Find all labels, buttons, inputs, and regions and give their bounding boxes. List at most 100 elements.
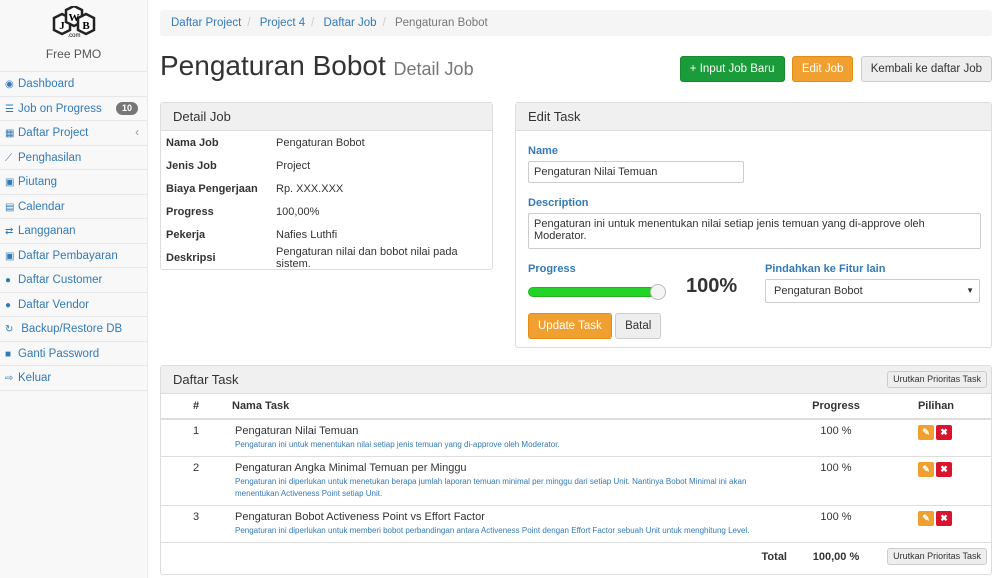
table-row: 1 Pengaturan Nilai Temuan Pengaturan ini u…	[161, 418, 991, 457]
svg-text:W: W	[68, 12, 79, 24]
svg-text:.com: .com	[67, 33, 80, 39]
name-input[interactable]: Pengaturan Nilai Temuan	[528, 161, 744, 183]
detail-row: Biaya Pengerjaan Rp. XXX.XXX	[161, 177, 492, 200]
sidebar-item-label: Backup/Restore DB	[18, 323, 123, 335]
panel-title-text: Daftar Task	[173, 372, 239, 387]
page-subtitle: Detail Job	[393, 59, 474, 79]
count-badge: 10	[115, 101, 138, 115]
sidebar-item-keluar[interactable]: ⇨ Keluar	[0, 366, 147, 391]
logo[interactable]: J W B .com Free PMO	[0, 0, 147, 72]
description-textarea[interactable]: Pengaturan ini untuk menentukan nilai se…	[528, 213, 981, 249]
sidebar-item-dashboard[interactable]: ◉ Dashboard	[0, 72, 147, 97]
money-icon: ▣	[5, 177, 15, 188]
progress-slider[interactable]	[528, 284, 666, 300]
progress-label: Progress	[528, 263, 576, 275]
sidebar-item-daftar-project[interactable]: ▦ Daftar Project ‹	[0, 121, 147, 146]
col-name: Nama Task	[231, 394, 791, 420]
detail-value: Project	[276, 159, 311, 172]
brand-name: Free PMO	[45, 47, 102, 61]
detail-row: Deskripsi Pengaturan nilai dan bobot nila…	[161, 246, 492, 270]
detail-value: 100,00%	[276, 205, 320, 218]
breadcrumb: Daftar Project / Project 4/ Daftar Job / P…	[160, 10, 992, 36]
breadcrumb-daftar-job[interactable]: Daftar Job	[323, 17, 377, 29]
detail-value: Nafies Luthfi	[276, 228, 338, 241]
detail-value: Rp. XXX.XXX	[276, 182, 344, 195]
sidebar-item-label: Penghasilan	[18, 151, 82, 164]
breadcrumb-daftar-project[interactable]: Daftar Project	[171, 17, 242, 29]
delete-icon[interactable]: ✖	[936, 425, 952, 440]
edit-icon[interactable]: ✎	[918, 511, 934, 526]
breadcrumb-project[interactable]: Project 4	[259, 17, 306, 29]
sidebar-item-label: Langganan	[18, 225, 76, 237]
panel-title: Daftar Task Urutkan Prioritas Task	[161, 366, 991, 394]
sidebar-item-label: Ganti Password	[18, 347, 100, 360]
sidebar-item-calendar[interactable]: ▤ Calendar	[0, 195, 147, 219]
detail-key: Biaya Pengerjaan	[166, 182, 258, 195]
sort-priority-button[interactable]: Urutkan Prioritas Task	[887, 371, 987, 388]
total-row: Total 100,00 % Urutkan Prioritas Task	[161, 542, 991, 570]
sidebar-item-label: Keluar	[18, 372, 52, 384]
money-icon: ▣	[5, 250, 15, 262]
jwb-logo-icon: J W B .com	[52, 4, 95, 39]
task-name: Pengaturan Bobot Activeness Point vs Eff…	[235, 511, 485, 523]
sidebar-item-ganti-password[interactable]: ■ Ganti Password	[0, 342, 147, 366]
sidebar-item-job-on-progress[interactable]: ☰ Job on Progress 10	[0, 97, 147, 121]
detail-row: Nama Job Pengaturan Bobot	[161, 131, 492, 154]
detail-value: Pengaturan Bobot	[276, 136, 365, 149]
panel-title: Detail Job	[161, 103, 492, 131]
detail-value: Pengaturan nilai dan bobot nilai pada si…	[276, 246, 458, 270]
task-description: Pengaturan ini diperlukan untuk memberi …	[235, 526, 750, 535]
page-title-text: Pengaturan Bobot	[160, 50, 386, 81]
detail-row: Progress 100,00%	[161, 200, 492, 223]
detail-row: Jenis Job Project	[161, 154, 492, 177]
delete-icon[interactable]: ✖	[936, 511, 952, 526]
svg-text:J: J	[59, 20, 65, 32]
update-task-button[interactable]: Update Task	[528, 313, 612, 339]
table-icon: ▦	[5, 128, 15, 139]
detail-row: Pekerja Nafies Luthfi	[161, 223, 492, 246]
sidebar-item-label: Calendar	[18, 200, 65, 213]
sidebar-item-langganan[interactable]: ⇄ Langganan	[0, 219, 147, 244]
delete-icon[interactable]: ✖	[936, 462, 952, 477]
lock-icon: ■	[5, 348, 12, 360]
col-no: #	[161, 394, 231, 420]
task-progress: 100 %	[791, 418, 881, 457]
cancel-button[interactable]: Batal	[615, 313, 662, 339]
sidebar-item-label: Daftar Customer	[18, 274, 103, 286]
detail-key: Pekerja	[166, 228, 206, 241]
input-job-button[interactable]: + Input Job Baru	[679, 56, 785, 82]
line-chart-icon: ⟋	[5, 152, 12, 164]
sidebar-item-daftar-customer[interactable]: ● Daftar Customer	[0, 268, 147, 293]
sidebar-item-daftar-vendor[interactable]: ● Daftar Vendor	[0, 293, 147, 317]
detail-key: Deskripsi	[166, 252, 216, 264]
sidebar-item-daftar-pembayaran[interactable]: ▣ Daftar Pembayaran	[0, 244, 147, 268]
edit-job-button[interactable]: Edit Job	[791, 56, 854, 82]
table-row: 3 Pengaturan Bobot Activeness Point vs Ef…	[161, 505, 991, 543]
refresh-icon: ↻	[5, 324, 14, 335]
sidebar: J W B .com Free PMO ◉ Dashboard ☰ Job on Pr…	[0, 0, 148, 578]
total-label: Total	[231, 542, 791, 570]
chevron-left-icon: ‹	[135, 127, 139, 139]
task-no: 1	[161, 418, 231, 457]
back-to-job-list-button[interactable]: Kembali ke daftar Job	[860, 56, 992, 82]
sidebar-item-backup-restore-db[interactable]: ↻ Backup/Restore DB	[0, 317, 147, 342]
detail-key: Nama Job	[166, 136, 219, 149]
table-row: 2 Pengaturan Angka Minimal Temuan per Min…	[161, 456, 991, 506]
name-label: Name	[528, 145, 558, 157]
task-name: Pengaturan Nilai Temuan	[235, 425, 359, 437]
task-description: Pengaturan ini untuk menentukan nilai se…	[235, 440, 560, 449]
users-icon: ●	[5, 275, 12, 286]
task-no: 2	[161, 456, 231, 506]
move-feature-select[interactable]: Pengaturan Bobot ▼	[765, 279, 980, 303]
sidebar-item-label: Dashboard	[18, 78, 75, 90]
edit-icon[interactable]: ✎	[918, 425, 934, 440]
sidebar-item-label: Daftar Pembayaran	[18, 249, 118, 262]
sidebar-item-piutang[interactable]: ▣ Piutang	[0, 170, 147, 195]
breadcrumb-current: Pengaturan Bobot	[394, 17, 488, 29]
retweet-icon: ⇄	[5, 226, 14, 237]
slider-handle[interactable]	[650, 284, 666, 300]
sort-priority-button-bottom[interactable]: Urutkan Prioritas Task	[887, 548, 987, 565]
task-name: Pengaturan Angka Minimal Temuan per Ming…	[235, 462, 467, 474]
sidebar-item-penghasilan[interactable]: ⟋ Penghasilan	[0, 146, 147, 170]
edit-icon[interactable]: ✎	[918, 462, 934, 477]
